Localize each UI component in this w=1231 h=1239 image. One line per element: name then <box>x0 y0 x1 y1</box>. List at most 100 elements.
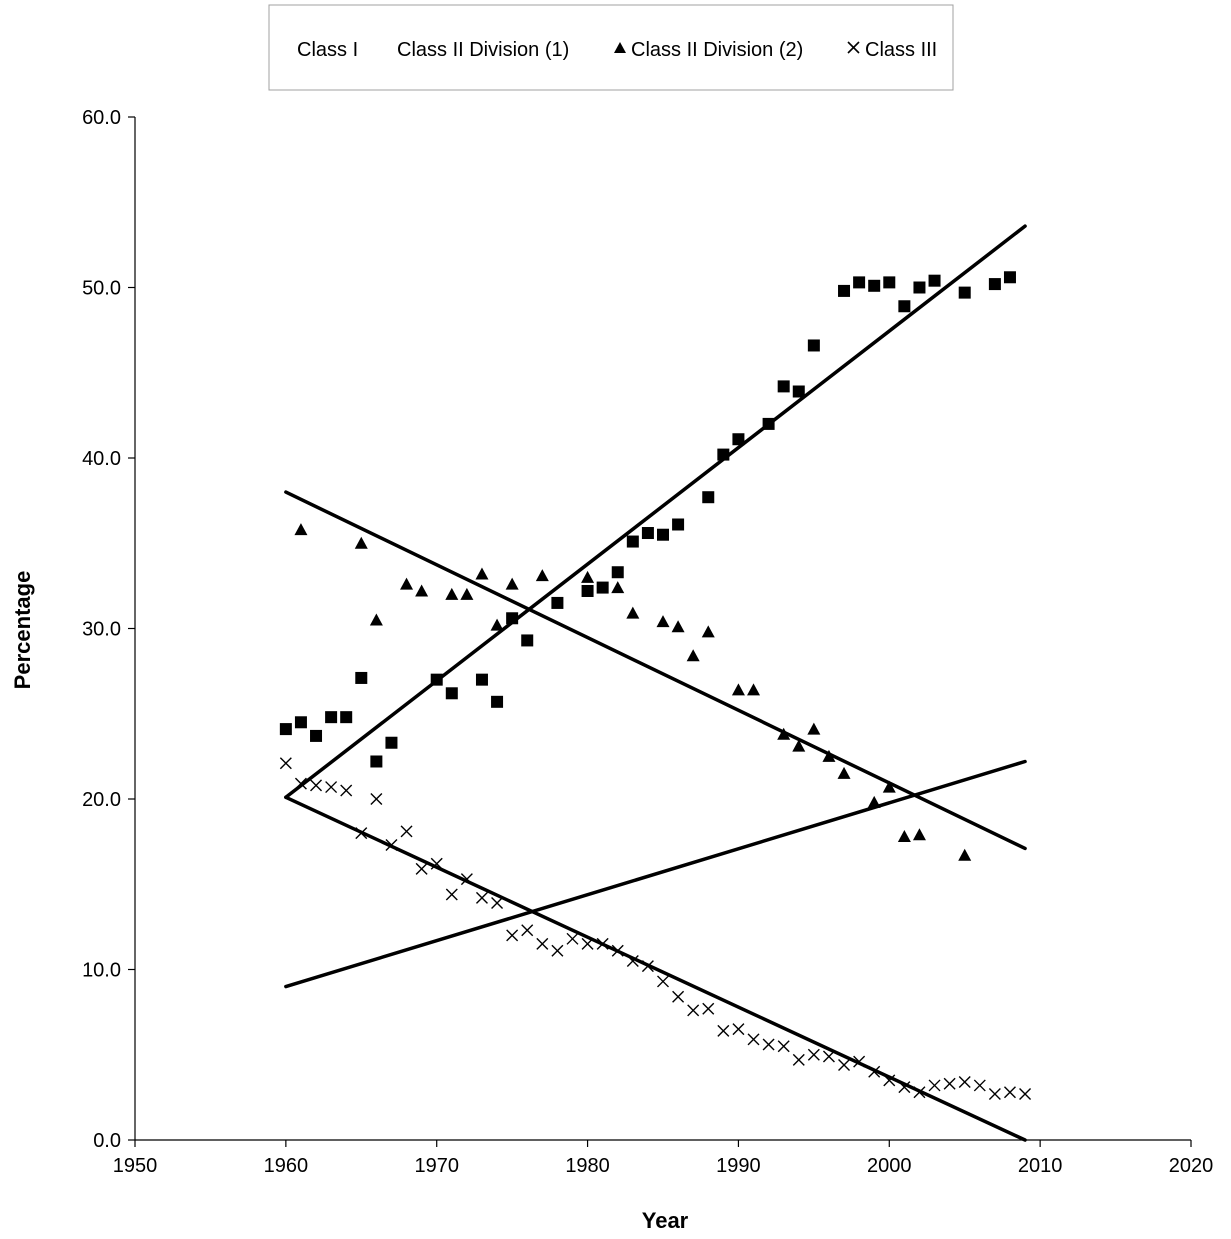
legend-label-class-i: Class I <box>297 39 358 61</box>
marker-class-ii-division-2 <box>822 749 836 762</box>
marker-class-ii-division-2 <box>671 620 685 633</box>
marker-class-ii-division-1 <box>551 596 564 609</box>
marker-class-ii-division-1 <box>430 673 443 686</box>
marker-class-ii-division-2 <box>686 649 700 662</box>
marker-class-ii-division-1 <box>370 755 383 768</box>
marker-class-ii-division-1 <box>913 281 926 294</box>
marker-class-iii <box>928 1079 941 1092</box>
marker-class-iii <box>506 929 519 942</box>
marker-class-iii <box>491 897 504 909</box>
marker-class-iii <box>657 975 669 988</box>
y-tick-label: 20.0 <box>82 789 121 811</box>
x-tick-label: 1980 <box>565 1155 610 1177</box>
marker-class-iii <box>475 891 488 904</box>
marker-class-ii-division-1 <box>732 433 745 446</box>
marker-class-ii-division-1 <box>702 491 715 504</box>
marker-class-ii-division-2 <box>792 739 806 752</box>
marker-class-ii-division-1 <box>853 276 866 289</box>
marker-class-ii-division-2 <box>535 569 549 582</box>
y-axis-title: Percentage <box>10 571 35 690</box>
legend-label-class-ii-div2: Class II Division (2) <box>631 39 803 61</box>
marker-class-ii-division-2 <box>777 727 791 740</box>
marker-class-iii <box>626 954 639 967</box>
marker-class-ii-division-2 <box>701 625 715 638</box>
marker-class-iii <box>702 1002 715 1015</box>
marker-class-ii-division-2 <box>882 780 896 793</box>
data-markers <box>279 271 1032 1100</box>
marker-class-iii <box>294 777 307 790</box>
marker-class-iii <box>445 888 458 901</box>
marker-class-ii-division-1 <box>898 300 911 313</box>
marker-class-ii-division-1 <box>838 284 851 297</box>
x-axis-title: Year <box>642 1208 689 1233</box>
marker-class-iii <box>883 1074 896 1087</box>
marker-class-iii <box>868 1065 881 1078</box>
x-tick-label: 1950 <box>113 1155 158 1177</box>
marker-class-ii-division-1 <box>611 566 624 579</box>
marker-class-ii-division-1 <box>521 634 534 647</box>
marker-class-ii-division-1 <box>792 385 805 398</box>
marker-class-iii <box>551 944 564 957</box>
marker-class-ii-division-2 <box>897 830 911 843</box>
marker-class-iii <box>460 873 473 886</box>
trendline-class-i <box>284 759 1027 989</box>
axis-ticks <box>128 116 1192 1147</box>
trendline-class-ii-division-2 <box>284 490 1027 851</box>
legend-label-class-ii-div1: Class II Division (1) <box>397 39 569 61</box>
y-tick-label: 0.0 <box>93 1130 121 1152</box>
marker-class-ii-division-2 <box>505 577 519 590</box>
y-tick-label: 30.0 <box>82 619 121 641</box>
y-tick-label: 50.0 <box>82 278 121 300</box>
marker-class-ii-division-1 <box>717 448 730 461</box>
marker-class-ii-division-1 <box>626 535 639 548</box>
marker-class-iii <box>898 1081 911 1094</box>
marker-class-iii <box>777 1040 790 1053</box>
marker-class-iii <box>807 1048 820 1061</box>
marker-class-ii-division-2 <box>415 584 429 597</box>
marker-class-ii-division-2 <box>581 570 595 583</box>
marker-class-ii-division-2 <box>807 722 821 735</box>
marker-class-iii <box>822 1050 835 1063</box>
marker-class-iii <box>355 827 368 840</box>
legend: Class I Class II Division (1) Class II D… <box>268 4 954 91</box>
marker-class-iii <box>762 1038 775 1051</box>
legend-label-class-iii: Class III <box>865 39 937 61</box>
marker-class-ii-division-2 <box>837 766 851 779</box>
marker-class-iii <box>581 937 594 950</box>
marker-class-iii <box>672 990 685 1003</box>
trendline-class-ii-division-1 <box>284 224 1027 800</box>
y-tick-label: 40.0 <box>82 448 121 470</box>
marker-class-ii-division-1 <box>279 723 292 736</box>
marker-class-iii <box>973 1079 986 1092</box>
marker-class-ii-division-1 <box>491 695 504 708</box>
marker-class-ii-division-1 <box>868 279 881 292</box>
x-tick-label: 2020 <box>1169 1155 1214 1177</box>
marker-class-iii <box>732 1023 745 1036</box>
marker-class-ii-division-1 <box>988 278 1001 291</box>
marker-class-ii-division-1 <box>506 612 519 625</box>
marker-class-iii <box>792 1053 805 1066</box>
marker-class-ii-division-2 <box>460 587 474 600</box>
legend-cross-marker <box>847 41 860 54</box>
axes <box>134 117 1191 1141</box>
marker-class-iii <box>279 757 292 770</box>
marker-class-ii-division-1 <box>596 581 609 594</box>
marker-class-iii <box>641 960 654 973</box>
marker-class-iii <box>370 793 383 805</box>
marker-class-ii-division-1 <box>928 274 941 287</box>
marker-class-ii-division-1 <box>475 673 488 686</box>
marker-class-iii <box>958 1076 971 1089</box>
marker-class-iii <box>521 924 534 937</box>
axis-tick-labels: 1950 1960 1970 1980 1990 2000 2010 2020 0.0 10.0 2… <box>82 107 1213 1177</box>
marker-class-ii-division-1 <box>958 286 971 299</box>
marker-class-iii <box>415 862 428 875</box>
marker-class-ii-division-2 <box>912 828 926 841</box>
marker-class-iii <box>943 1077 956 1090</box>
x-tick-label: 2000 <box>867 1155 912 1177</box>
y-tick-label: 10.0 <box>82 960 121 982</box>
marker-class-ii-division-2 <box>490 618 504 631</box>
marker-class-ii-division-1 <box>385 736 398 749</box>
marker-class-ii-division-1 <box>807 339 820 352</box>
marker-class-ii-division-2 <box>354 536 368 549</box>
